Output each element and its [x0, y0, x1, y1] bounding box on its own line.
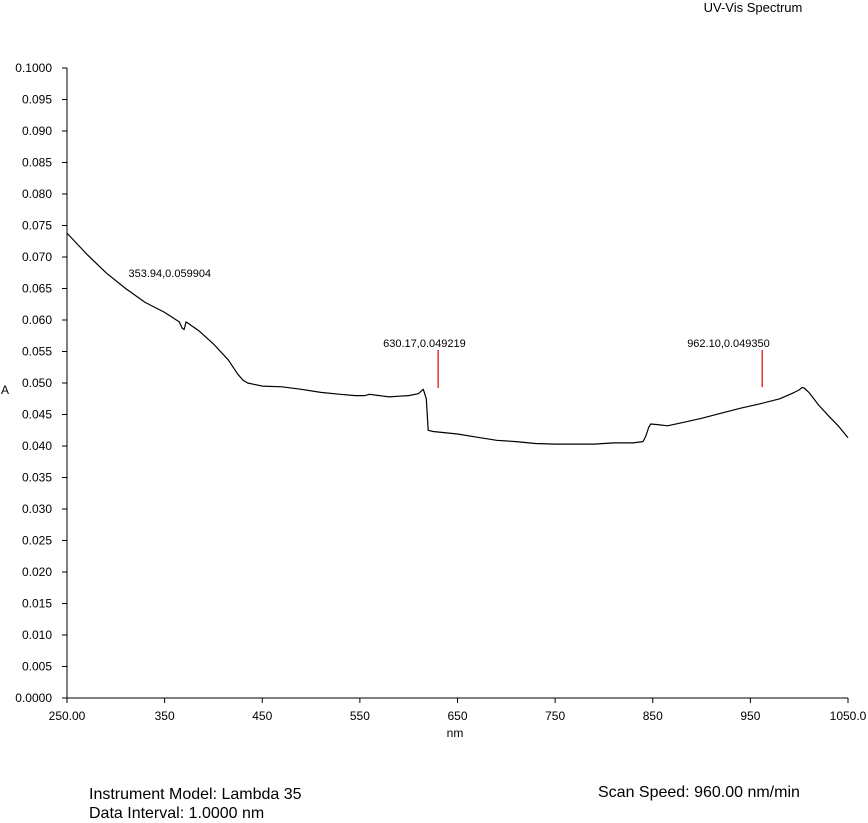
y-tick-label: 0.095 [22, 93, 52, 107]
y-tick-label: 0.1000 [15, 61, 52, 75]
y-tick-label: 0.055 [22, 345, 52, 359]
y-tick-label: 0.040 [22, 439, 52, 453]
peak-annotation-label: 353.94,0.059904 [128, 268, 211, 280]
y-tick-label: 0.005 [22, 660, 52, 674]
scan-speed-text: Scan Speed: 960.00 nm/min [598, 784, 800, 801]
y-axis-label: A [1, 383, 9, 397]
x-tick-label: 650 [447, 709, 467, 723]
y-tick-label: 0.065 [22, 282, 52, 296]
x-tick-label: 450 [252, 709, 272, 723]
instrument-model-text: Instrument Model: Lambda 35 [89, 786, 302, 803]
y-tick-label: 0.020 [22, 565, 52, 579]
y-tick-label: 0.015 [22, 597, 52, 611]
y-tick-label: 0.0000 [15, 691, 52, 705]
spectrum-line [66, 232, 849, 445]
y-tick-label: 0.090 [22, 124, 52, 138]
x-axis: 250.00 350 450 550 650 750 850 950 1050.0 [49, 697, 867, 723]
peak-annotation-label: 630.17,0.049219 [383, 338, 466, 350]
x-tick-label: 1050.0 [830, 709, 867, 723]
x-tick-label: 750 [545, 709, 565, 723]
x-tick-label: 250.00 [49, 709, 86, 723]
y-tick-label: 0.060 [22, 313, 52, 327]
y-tick-label: 0.035 [22, 471, 52, 485]
y-tick-label: 0.080 [22, 187, 52, 201]
y-axis: 0.0000 0.005 0.010 0.015 0.020 0.025 0.030 0.03… [15, 61, 68, 705]
series-layer [66, 232, 849, 445]
y-tick-label: 0.075 [22, 219, 52, 233]
y-tick-label: 0.030 [22, 502, 52, 516]
x-tick-label: 550 [350, 709, 370, 723]
chart-title: UV-Vis Spectrum [704, 0, 803, 15]
y-tick-label: 0.085 [22, 156, 52, 170]
peak-annotation-label: 962.10,0.049350 [687, 338, 770, 350]
x-tick-label: 850 [643, 709, 663, 723]
data-interval-text: Data Interval: 1.0000 nm [89, 805, 265, 822]
y-tick-label: 0.070 [22, 250, 52, 264]
annotation-layer: 353.94,0.059904 630.17,0.049219 962.10,0.0… [128, 268, 770, 388]
y-tick-label: 0.025 [22, 534, 52, 548]
y-tick-label: 0.045 [22, 408, 52, 422]
y-tick-label: 0.010 [22, 628, 52, 642]
x-axis-label: nm [447, 726, 464, 740]
x-tick-label: 950 [740, 709, 760, 723]
x-tick-label: 350 [155, 709, 175, 723]
y-tick-label: 0.050 [22, 376, 52, 390]
